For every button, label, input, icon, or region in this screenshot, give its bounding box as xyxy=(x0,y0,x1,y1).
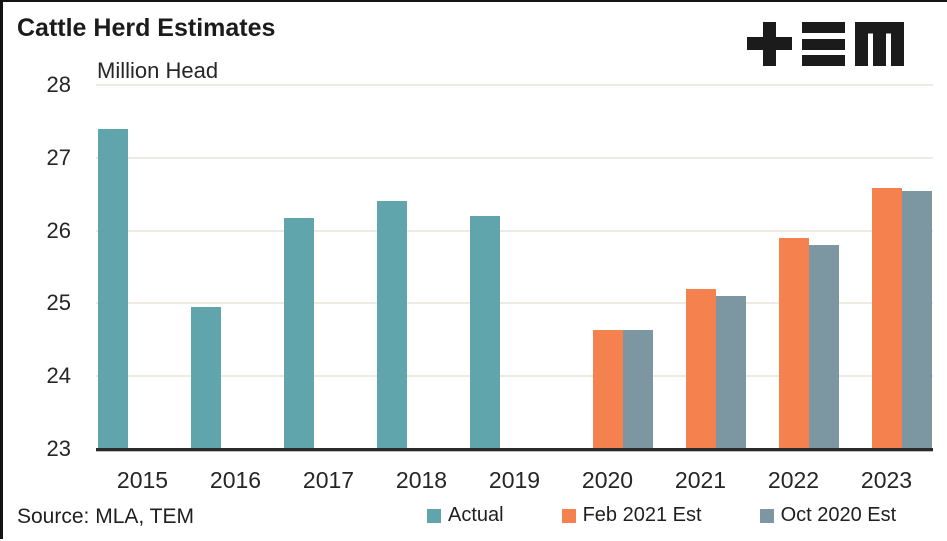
x-tick-label-2021: 2021 xyxy=(674,467,727,493)
x-tick-label-2017: 2017 xyxy=(302,467,355,493)
y-tick-label-24: 24 xyxy=(46,363,71,389)
bar-actual-2016 xyxy=(190,307,221,449)
bar-oct-2020-est-2020 xyxy=(622,330,653,449)
bar-oct-2020-est-2022 xyxy=(808,245,839,449)
bar-oct-2020-est-2021 xyxy=(715,296,746,449)
x-tick-label-2018: 2018 xyxy=(395,467,448,493)
gridline-24 xyxy=(96,375,933,378)
legend-item-oct-2020-est: Oct 2020 Est xyxy=(759,504,897,527)
legend-label-actual: Actual xyxy=(448,504,504,526)
legend-swatch-oct-2020-est xyxy=(759,508,774,523)
cattle-herd-bar-chart: 23 24 25 26 27 28 2015 2016 2017 2018 2019 2020 2021… xyxy=(3,2,947,541)
x-tick-label-2016: 2016 xyxy=(209,467,262,493)
bar-actual-2019 xyxy=(469,216,500,449)
y-tick-label-23: 23 xyxy=(46,436,71,461)
page-title: Cattle Herd Estimates xyxy=(17,14,276,42)
gridline-25 xyxy=(96,302,933,305)
legend-swatch-feb-2021-est xyxy=(561,508,576,523)
source-note: Source: MLA, TEM xyxy=(17,505,195,528)
plus-icon xyxy=(747,22,792,66)
tem-logo xyxy=(747,22,904,66)
gridline-27 xyxy=(96,156,933,159)
y-axis-unit-label: Million Head xyxy=(97,58,219,83)
legend-item-feb-2021-est: Feb 2021 Est xyxy=(561,504,702,527)
gridline-28 xyxy=(96,84,933,86)
bar-actual-2017 xyxy=(283,218,314,449)
legend-label-feb-2021-est: Feb 2021 Est xyxy=(582,504,702,526)
bar-actual-2015 xyxy=(97,128,128,449)
bar-feb-2021-est-2020 xyxy=(592,330,623,449)
x-tick-label-2015: 2015 xyxy=(116,467,169,493)
bar-feb-2021-est-2023 xyxy=(871,188,902,449)
bar-actual-2018 xyxy=(376,201,407,449)
y-tick-label-25: 25 xyxy=(46,290,71,316)
x-tick-label-2019: 2019 xyxy=(488,467,541,493)
legend-item-actual: Actual xyxy=(427,504,504,527)
triple-bar-icon xyxy=(802,22,845,66)
x-axis-line xyxy=(96,448,933,451)
bar-oct-2020-est-2023 xyxy=(901,190,932,449)
gridline-26 xyxy=(96,229,933,232)
y-tick-label-26: 26 xyxy=(46,217,71,243)
m-glyph-icon xyxy=(855,22,904,66)
y-tick-label-28: 28 xyxy=(46,72,71,97)
bar-feb-2021-est-2021 xyxy=(685,288,716,449)
x-tick-label-2023: 2023 xyxy=(860,467,913,493)
legend-label-oct-2020-est: Oct 2020 Est xyxy=(780,504,897,526)
x-tick-label-2022: 2022 xyxy=(767,467,820,493)
y-tick-label-27: 27 xyxy=(46,144,71,170)
x-tick-label-2020: 2020 xyxy=(581,467,634,493)
bar-feb-2021-est-2022 xyxy=(778,237,809,449)
legend-swatch-actual xyxy=(427,508,441,523)
legend: Actual Feb 2021 Est Oct 2020 Est xyxy=(427,504,896,527)
